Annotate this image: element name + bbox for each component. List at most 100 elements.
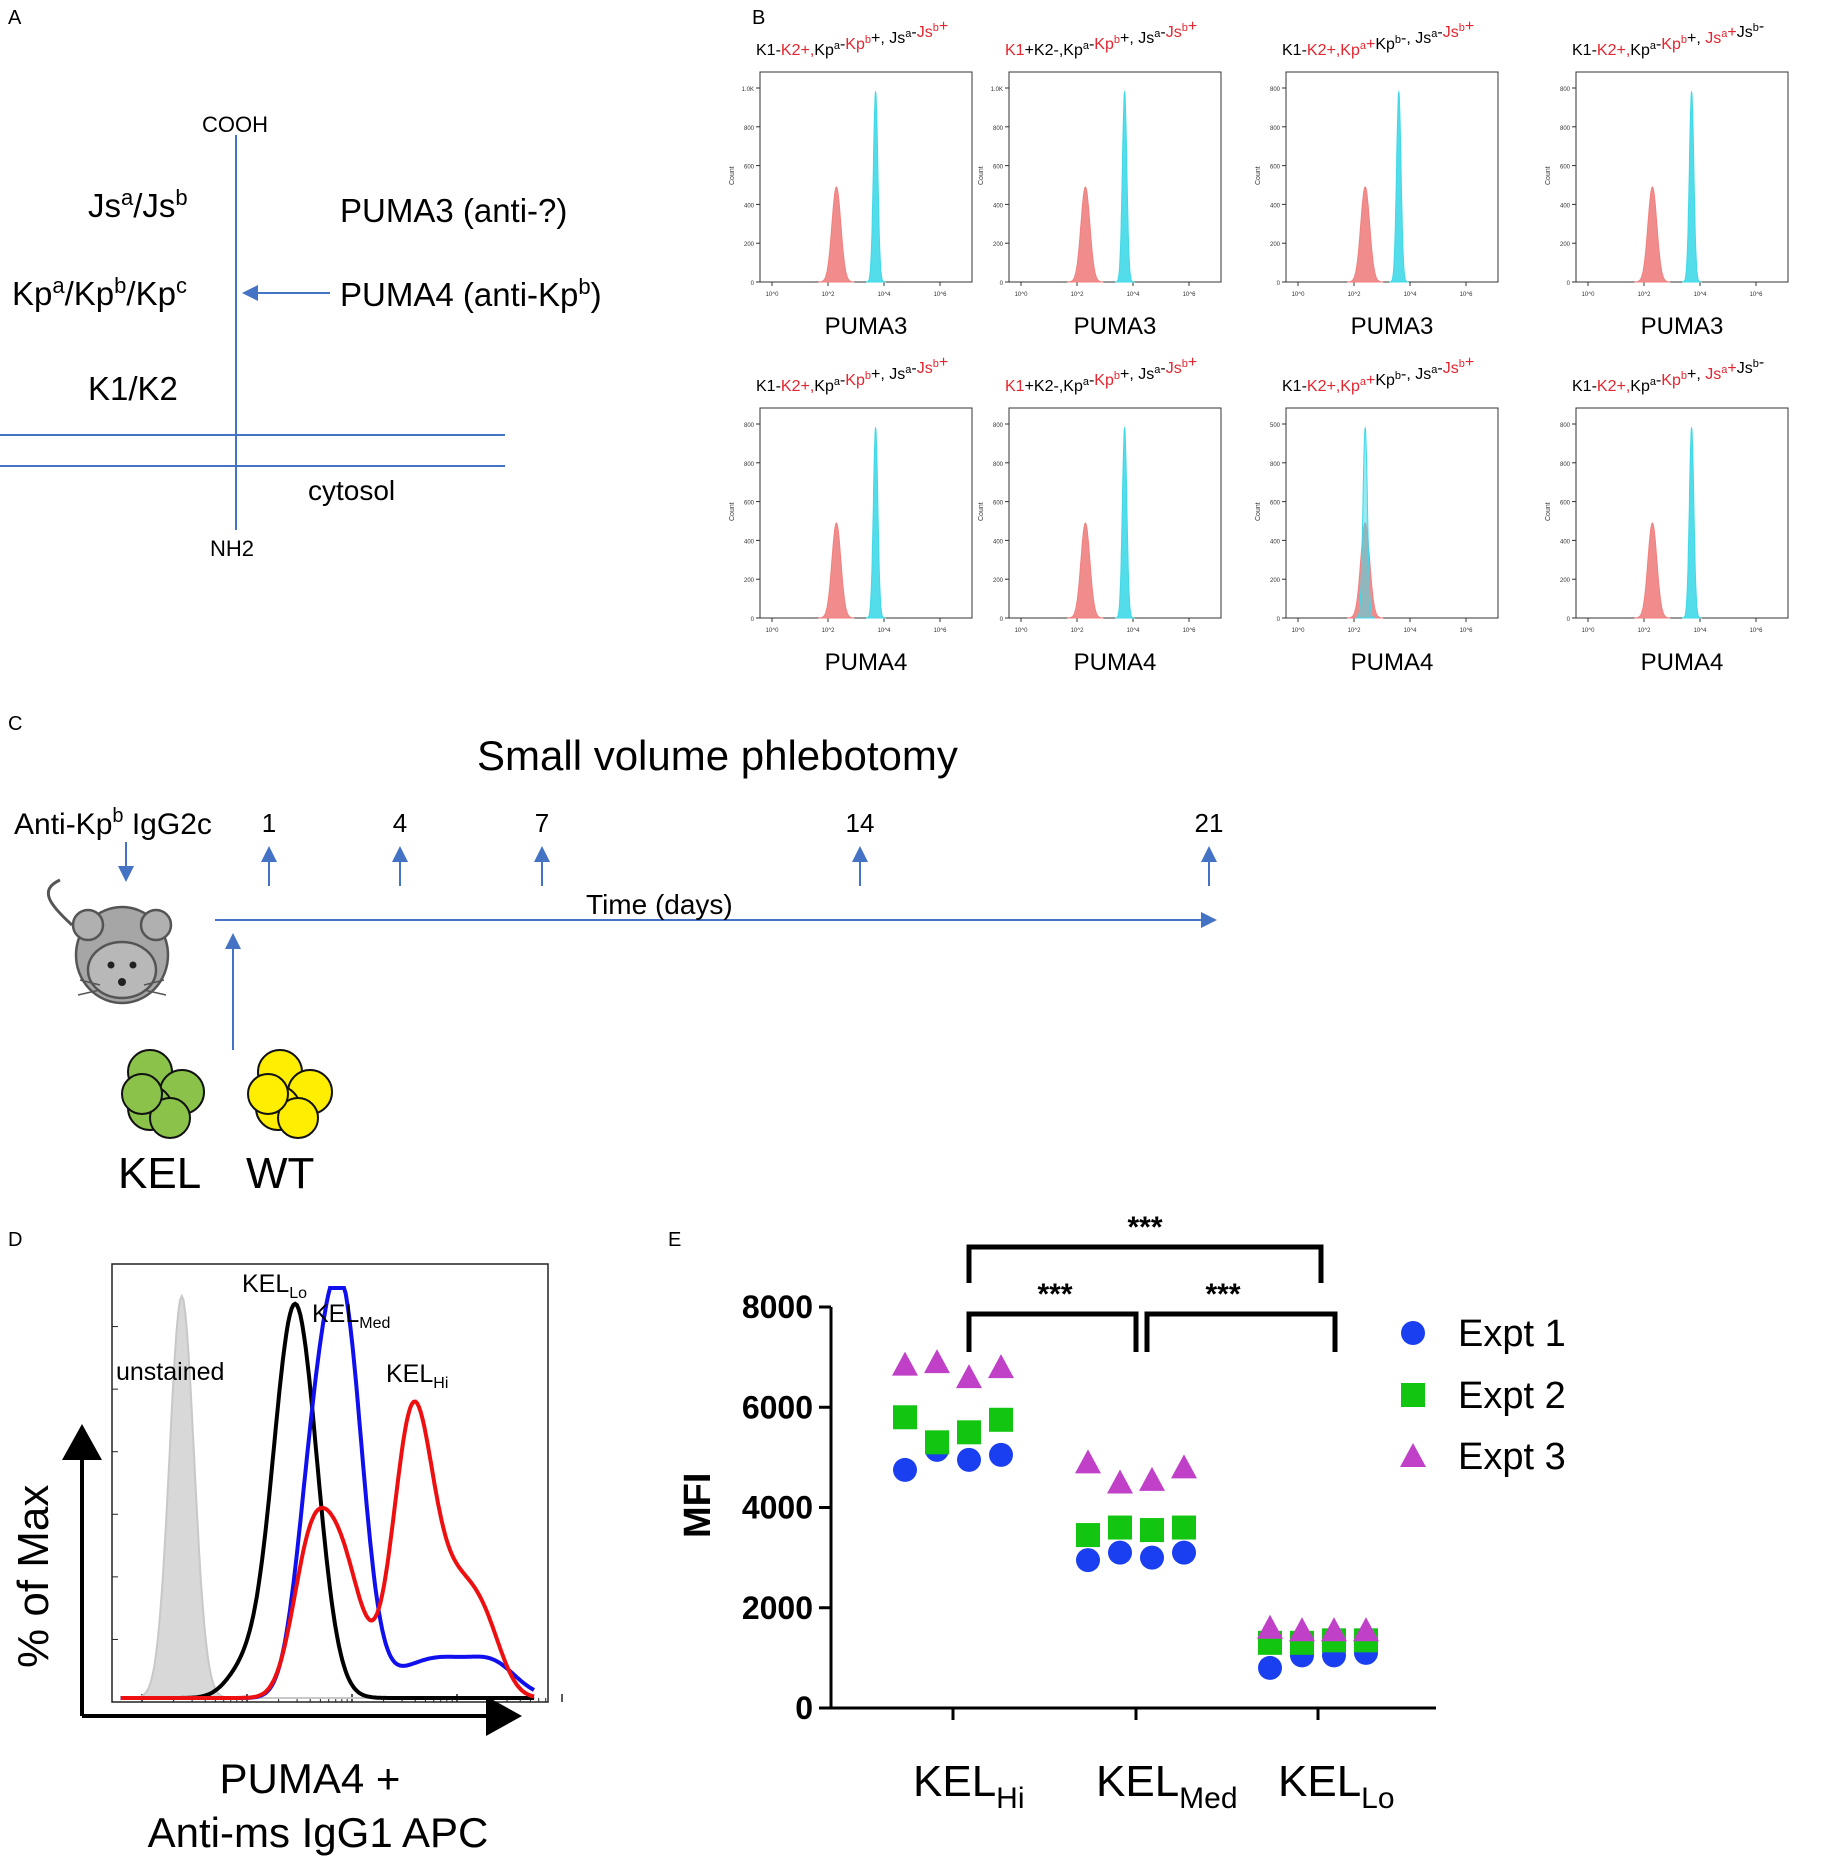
negative-control-histogram xyxy=(1347,186,1384,283)
x-tick-label: 10^6 xyxy=(1460,292,1473,298)
timepoint-label: 4 xyxy=(393,808,407,838)
mouse-icon xyxy=(46,878,173,1005)
x-tick-label: 10^6 xyxy=(1183,292,1196,298)
data-point xyxy=(1108,1515,1132,1540)
y-tick-label: 0 xyxy=(1000,281,1004,287)
kel-cells-icon xyxy=(121,1049,205,1139)
k-antigen-label: K1/K2 xyxy=(88,370,178,407)
x-tick-label: 10^6 xyxy=(1460,628,1473,634)
time-axis-label: Time (days) xyxy=(586,889,733,920)
x-axis-label: PUMA3 xyxy=(1074,313,1157,340)
kp-antigen-label: Kpa/Kpb/Kpc xyxy=(12,273,187,312)
stained-histogram xyxy=(1114,90,1136,283)
histogram-frame xyxy=(1285,407,1499,619)
x-tick-label: 10^6 xyxy=(1750,292,1763,298)
y-tick-label: 400 xyxy=(1560,539,1571,545)
x-axis-label: PUMA3 xyxy=(1351,313,1434,340)
panel-label-b: B xyxy=(752,7,765,29)
x-tick-label: 10^6 xyxy=(934,292,947,298)
y-tick-label: 600 xyxy=(1560,501,1571,507)
x-tick-label: 10^2 xyxy=(1638,292,1651,298)
data-point xyxy=(1107,1469,1133,1494)
y-tick-label: 200 xyxy=(993,242,1004,248)
wt-cells-icon xyxy=(247,1049,333,1139)
data-point xyxy=(1140,1518,1164,1543)
data-point xyxy=(1172,1515,1196,1540)
negative-control-histogram xyxy=(1634,522,1671,619)
stained-histogram xyxy=(1681,90,1703,283)
data-point xyxy=(924,1349,950,1374)
injection-label: Anti-Kpb IgG2c xyxy=(14,805,212,841)
x-axis-label: PUMA4 xyxy=(1641,649,1724,676)
y-tick-label: 800 xyxy=(1270,87,1281,93)
panel-label-d: D xyxy=(8,1229,22,1251)
x-tick-label: 10^0 xyxy=(1015,628,1028,634)
data-point xyxy=(957,1420,981,1445)
x-axis-label: PUMA3 xyxy=(825,313,908,340)
x-axis-label: PUMA4 xyxy=(1074,649,1157,676)
histogram-title: K1-K2+,Kpa-Kpb+, Jsa+Jsb- xyxy=(1572,354,1764,395)
x-tick-label: 10^4 xyxy=(1694,292,1707,298)
y-tick-label: 500 xyxy=(1270,423,1281,429)
x-tick-label: 10^4 xyxy=(1127,628,1140,634)
x-tick-label: 10^4 xyxy=(1404,628,1417,634)
stained-histogram xyxy=(1681,426,1703,619)
y-axis-label: Count xyxy=(1545,502,1552,521)
significance-label: *** xyxy=(1037,1278,1072,1311)
category-label: KELMed xyxy=(1096,1757,1238,1815)
data-point xyxy=(1321,1617,1347,1642)
x-axis-label: PUMA3 xyxy=(1641,313,1724,340)
x-tick-label: 10^2 xyxy=(822,628,835,634)
histogram-title: K1-K2+,Kpa-Kpb+, Jsa-Jsb+ xyxy=(756,354,948,395)
y-axis-label: Count xyxy=(1545,166,1552,185)
timepoint-markers: 1 4 7 14 21 xyxy=(261,808,1224,886)
panel-d-histogram: unstained KELLo KELMed KELHi % of Max PU… xyxy=(9,1263,563,1856)
y-axis-label: Count xyxy=(978,166,985,185)
y-tick-label: 200 xyxy=(993,578,1004,584)
y-tick-label: 200 xyxy=(744,242,755,248)
cooh-label: COOH xyxy=(202,112,268,137)
x-tick-label: 10^2 xyxy=(822,292,835,298)
kel-hi-histogram xyxy=(120,1399,535,1700)
cytosol-label: cytosol xyxy=(308,475,395,506)
x-tick-label: 10^4 xyxy=(1404,292,1417,298)
negative-control-histogram xyxy=(1067,186,1104,283)
y-tick-label: 600 xyxy=(744,501,755,507)
x-tick-label: 10^4 xyxy=(1694,628,1707,634)
x-tick-label: 10^2 xyxy=(1348,292,1361,298)
legend-label: Expt 2 xyxy=(1458,1375,1566,1417)
significance-label: *** xyxy=(1127,1211,1162,1244)
x-tick-label: 10^2 xyxy=(1071,292,1084,298)
x-tick-label: 10^0 xyxy=(766,628,779,634)
y-tick-label: 400 xyxy=(993,539,1004,545)
mfi-scatter-plot: 0 2000 4000 6000 8000 KELHi KELMed KELLo *** *** *… xyxy=(742,1211,1566,1815)
histogram-frame xyxy=(1008,71,1222,283)
histogram-title: K1-K2+,Kpa-Kpb+, Jsa-Jsb+ xyxy=(756,18,948,59)
negative-control-histogram xyxy=(1067,522,1104,619)
y-axis-label: Count xyxy=(729,502,736,521)
timepoint-label: 21 xyxy=(1195,808,1224,838)
y-tick-label: 400 xyxy=(1270,203,1281,209)
y-tick-label: 800 xyxy=(1560,462,1571,468)
panel-label-c: C xyxy=(8,713,22,735)
x-axis-label-line2: Anti-ms IgG1 APC xyxy=(148,1809,489,1856)
y-tick-label: 0 xyxy=(751,281,755,287)
y-tick-label: 0 xyxy=(1000,617,1004,623)
mfi-axis-label: MFI xyxy=(677,1473,719,1538)
unstained-histogram xyxy=(120,1293,535,1699)
y-tick-label: 0 xyxy=(795,1690,813,1726)
legend-marker xyxy=(1401,1321,1425,1345)
data-point xyxy=(1257,1614,1283,1639)
data-point xyxy=(956,1364,982,1389)
x-tick-label: 10^0 xyxy=(1015,292,1028,298)
histogram-title: K1-K2+,Kpa+Kpb-, Jsa-Jsb+ xyxy=(1282,18,1474,59)
x-tick-label: 10^0 xyxy=(1292,292,1305,298)
y-tick-label: 800 xyxy=(1270,126,1281,132)
category-label: KELHi xyxy=(913,1757,1025,1815)
histogram-frame xyxy=(1008,407,1222,619)
y-tick-label: 400 xyxy=(993,203,1004,209)
histogram-frame xyxy=(111,1263,549,1703)
y-tick-label: 600 xyxy=(1270,501,1281,507)
y-tick-label: 400 xyxy=(1270,539,1281,545)
x-tick-label: 10^4 xyxy=(878,292,891,298)
